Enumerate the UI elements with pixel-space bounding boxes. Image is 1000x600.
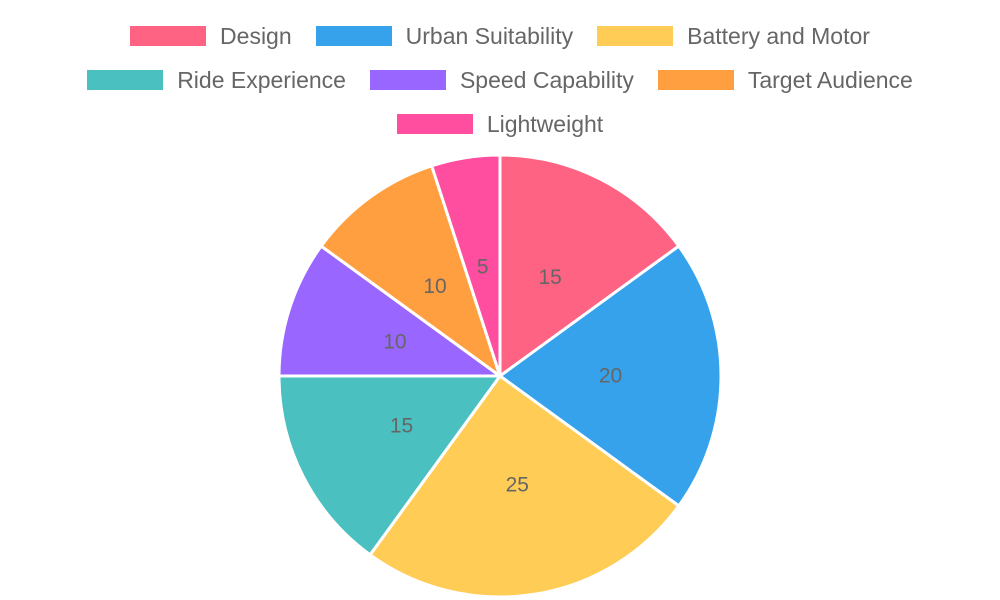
legend-label: Ride Experience <box>177 66 346 93</box>
slice-value-label: 20 <box>599 365 622 388</box>
legend-row: Lightweight <box>0 102 1000 146</box>
legend-swatch <box>396 114 473 134</box>
legend-item[interactable]: Target Audience <box>657 66 913 94</box>
legend-swatch <box>315 26 392 46</box>
slice-value-label: 15 <box>390 415 413 438</box>
pie-slice-ride-experience[interactable] <box>277 374 502 557</box>
legend-label: Target Audience <box>747 66 913 93</box>
legend-label: Design <box>220 22 292 49</box>
legend-swatch <box>130 26 207 46</box>
slice-value-label: 15 <box>538 266 561 289</box>
legend-swatch <box>657 70 734 90</box>
legend-item[interactable]: Lightweight <box>396 110 604 138</box>
pie-data-labels: 15 20 25 15 10 10 5 <box>383 255 622 496</box>
slice-value-label: 10 <box>383 330 406 353</box>
legend-label: Urban Suitability <box>405 22 574 49</box>
slice-value-label: 25 <box>506 474 529 497</box>
legend-item[interactable]: Ride Experience <box>87 67 346 94</box>
pie-slice-design[interactable] <box>498 153 681 378</box>
legend-swatch <box>369 70 446 90</box>
legend-swatch <box>597 26 674 46</box>
legend: Design Urban Suitability Battery and Motor… <box>0 14 1000 146</box>
pie-slice-target-audience[interactable] <box>319 164 502 378</box>
pie-slice-lightweight[interactable] <box>430 153 502 378</box>
slice-value-label: 10 <box>423 275 446 298</box>
legend-item[interactable]: Battery and Motor <box>597 23 870 50</box>
pie-slice-speed-capability[interactable] <box>277 244 502 378</box>
legend-row: Ride Experience Speed Capability Target Au… <box>0 58 1000 102</box>
pie-slices <box>277 153 723 599</box>
legend-item[interactable]: Speed Capability <box>369 66 634 94</box>
slice-value-label: 5 <box>477 255 489 278</box>
legend-label: Lightweight <box>486 110 604 137</box>
legend-item[interactable]: Design <box>130 23 292 50</box>
legend-label: Battery and Motor <box>687 22 870 49</box>
legend-label: Speed Capability <box>459 66 634 93</box>
pie-slice-battery-and-motor[interactable] <box>368 374 681 599</box>
legend-swatch <box>87 70 164 90</box>
legend-row: Design Urban Suitability Battery and Motor <box>0 14 1000 58</box>
legend-item[interactable]: Urban Suitability <box>315 22 574 50</box>
pie-slice-urban-suitability[interactable] <box>498 244 723 508</box>
